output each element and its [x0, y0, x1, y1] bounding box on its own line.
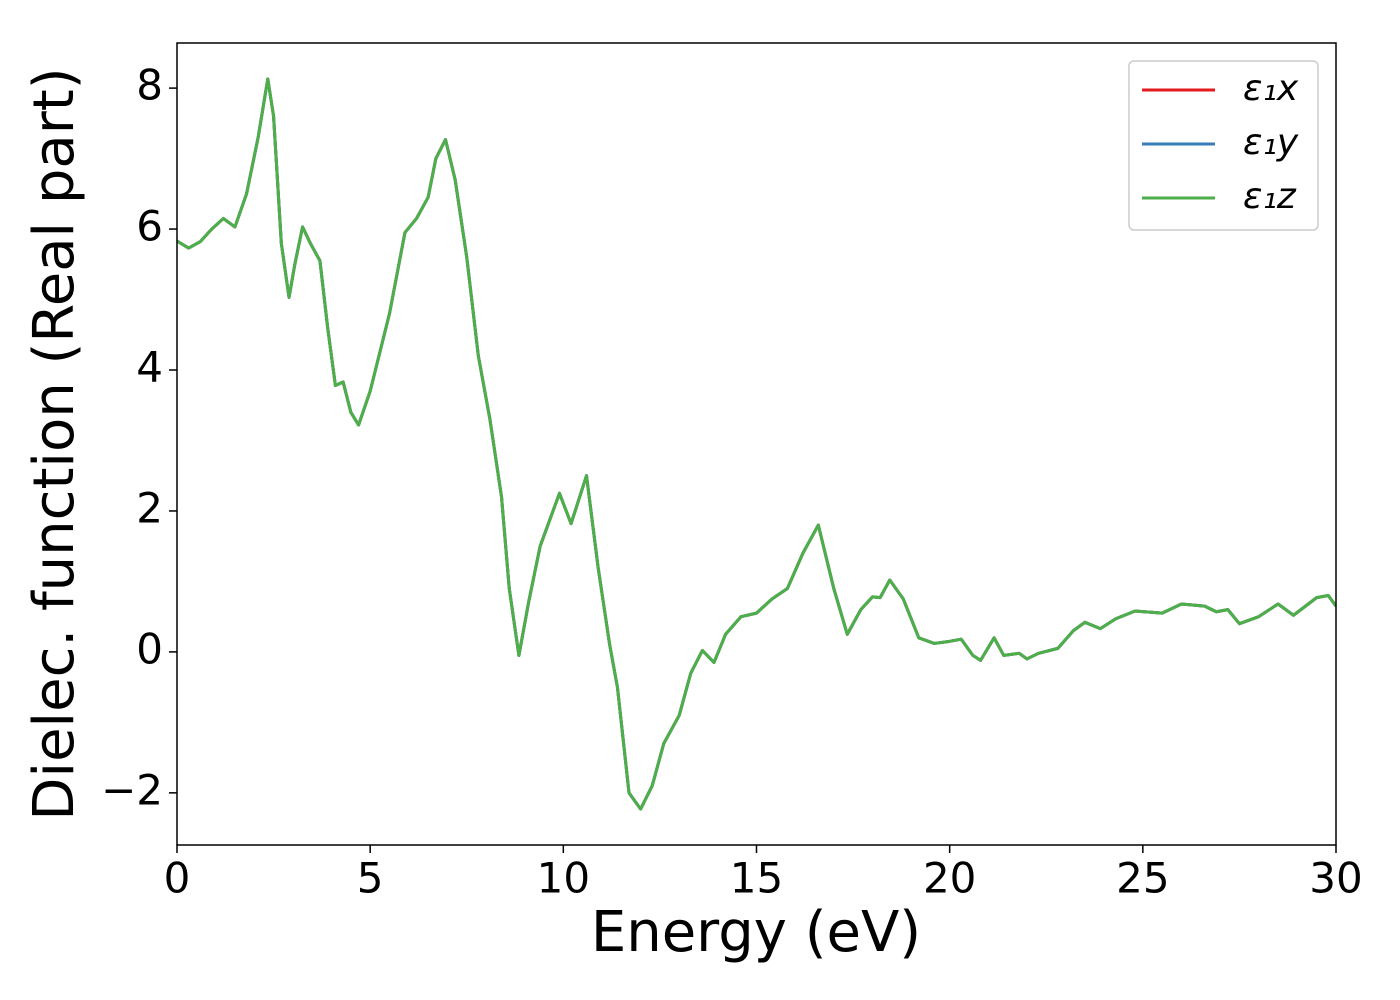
legend-box — [1128, 60, 1319, 231]
legend-label: ε₁y — [1243, 122, 1299, 163]
legend-label: ε₁x — [1243, 68, 1299, 109]
y-tick-label: 0 — [136, 624, 163, 673]
x-tick-label: 10 — [537, 854, 590, 903]
x-axis-label: Energy (eV) — [591, 900, 921, 965]
legend-label: ε₁z — [1243, 176, 1297, 217]
x-tick-label: 20 — [923, 854, 976, 903]
x-tick-label: 5 — [357, 854, 384, 903]
x-tick-label: 15 — [730, 854, 783, 903]
series-line — [177, 77, 1336, 811]
x-tick-label: 25 — [1116, 854, 1169, 903]
x-tick-label: 30 — [1309, 854, 1362, 903]
y-tick-label: 2 — [136, 483, 163, 532]
plot-frame — [176, 42, 1337, 846]
y-tick-label: 4 — [136, 343, 163, 392]
y-tick-label: 8 — [136, 61, 163, 110]
x-tick-label: 0 — [164, 854, 191, 903]
y-axis-label: Dielec. function (Real part) — [22, 67, 87, 820]
y-tick-label: 6 — [136, 202, 163, 251]
y-tick-label: −2 — [101, 765, 163, 814]
